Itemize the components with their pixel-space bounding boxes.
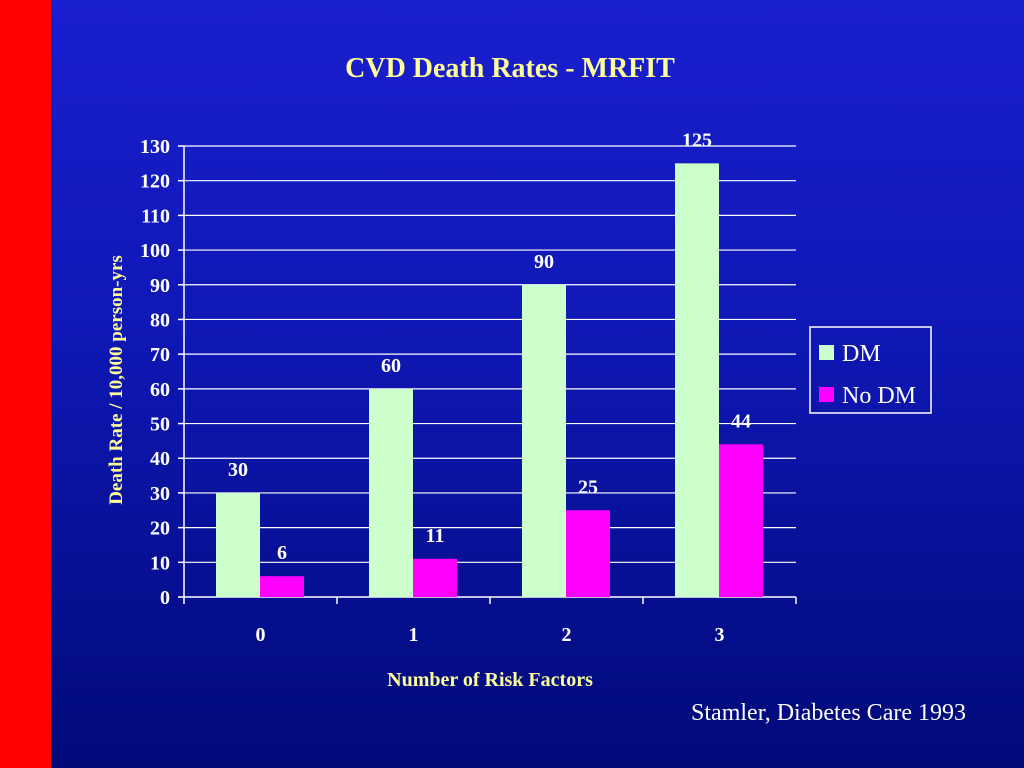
data-label: 90 bbox=[534, 251, 554, 273]
y-tick-label: 60 bbox=[150, 379, 170, 401]
y-tick-label: 100 bbox=[140, 240, 170, 262]
bar-no-dm bbox=[413, 558, 457, 597]
bar-dm bbox=[216, 492, 260, 597]
legend-box bbox=[809, 326, 932, 414]
chart-title: CVD Death Rates - MRFIT bbox=[345, 53, 675, 84]
y-tick-label: 120 bbox=[140, 171, 170, 193]
y-tick-label: 20 bbox=[150, 518, 170, 540]
x-tick-label: 3 bbox=[715, 624, 725, 646]
bar-dm bbox=[369, 388, 413, 597]
bar-no-dm bbox=[260, 576, 304, 597]
y-tick-label: 70 bbox=[150, 344, 170, 366]
legend: DM No DM bbox=[809, 326, 932, 414]
data-label: 30 bbox=[228, 459, 248, 481]
x-tick-label: 2 bbox=[562, 624, 572, 646]
bar-dm bbox=[675, 163, 719, 597]
y-tick-label: 50 bbox=[150, 414, 170, 436]
legend-label: DM bbox=[842, 341, 881, 367]
legend-swatch bbox=[819, 387, 834, 402]
bar-dm bbox=[522, 284, 566, 597]
bar-no-dm bbox=[719, 444, 763, 597]
y-tick-label: 130 bbox=[140, 136, 170, 158]
y-tick-label: 0 bbox=[160, 587, 170, 609]
data-label: 6 bbox=[277, 542, 287, 564]
data-label: 60 bbox=[381, 355, 401, 377]
x-tick-label: 1 bbox=[409, 624, 419, 646]
y-tick-label: 90 bbox=[150, 275, 170, 297]
y-axis-label: Death Rate / 10,000 person-yrs bbox=[106, 255, 127, 505]
legend-swatch bbox=[819, 345, 834, 360]
y-tick-label: 30 bbox=[150, 483, 170, 505]
legend-label: No DM bbox=[842, 383, 916, 409]
data-label: 25 bbox=[578, 476, 598, 498]
data-label: 11 bbox=[426, 525, 445, 547]
y-tick-label: 40 bbox=[150, 448, 170, 470]
red-accent-bar bbox=[0, 0, 51, 768]
y-tick-label: 110 bbox=[141, 205, 170, 227]
y-axis: 0 10 20 30 40 50 60 70 80 90 100 110 120 130 bbox=[140, 136, 184, 609]
x-axis-label: Number of Risk Factors bbox=[387, 669, 593, 691]
data-label: 125 bbox=[682, 129, 712, 151]
data-label: 44 bbox=[731, 410, 751, 432]
citation: Stamler, Diabetes Care 1993 bbox=[691, 700, 966, 726]
y-tick-label: 80 bbox=[150, 309, 170, 331]
y-tick-label: 10 bbox=[150, 552, 170, 574]
bars bbox=[216, 163, 763, 597]
x-axis: 0 1 2 3 bbox=[183, 597, 797, 646]
bar-labels: 30 60 90 125 6 11 25 44 bbox=[228, 129, 751, 564]
x-tick-label: 0 bbox=[256, 624, 266, 646]
bar-no-dm bbox=[566, 510, 610, 597]
